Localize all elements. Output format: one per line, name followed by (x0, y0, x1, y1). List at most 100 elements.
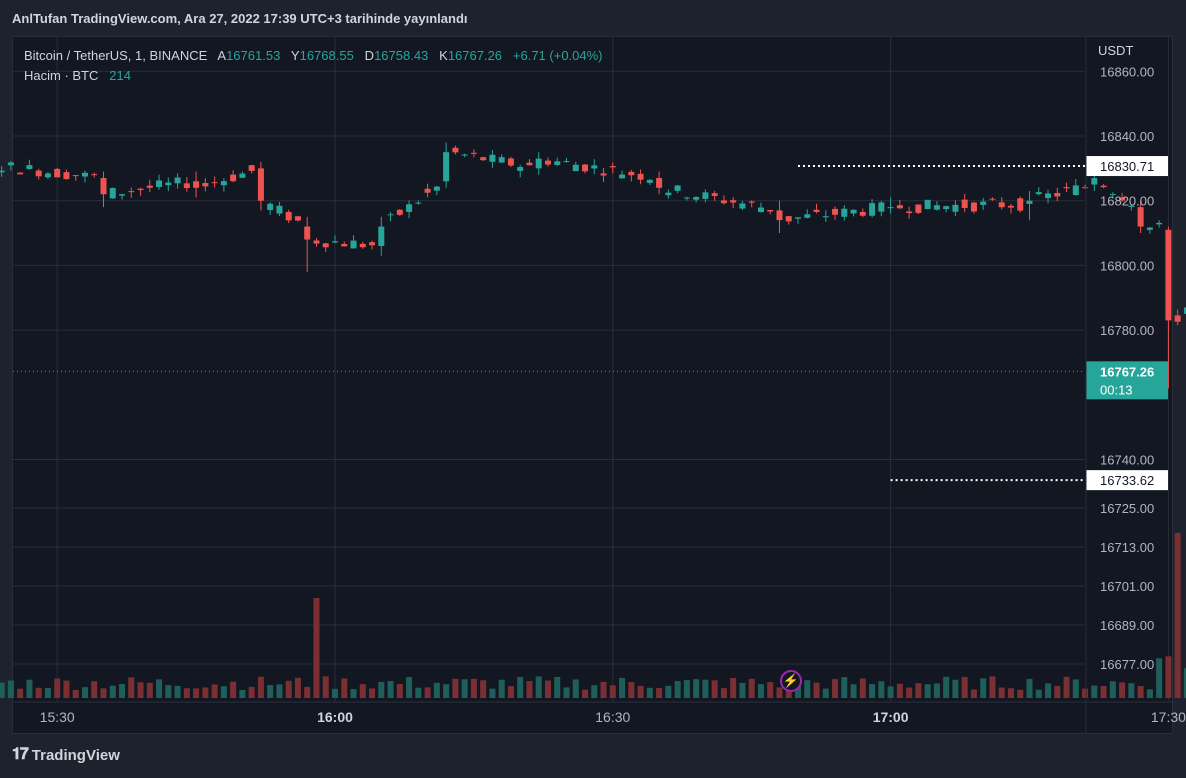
candle-body[interactable] (406, 204, 413, 212)
candle-body[interactable] (674, 185, 681, 191)
candle-body[interactable] (230, 174, 237, 182)
candle-body[interactable] (63, 172, 70, 180)
candle-body[interactable] (461, 154, 468, 156)
candle-body[interactable] (193, 181, 200, 188)
candle-body[interactable] (470, 152, 477, 154)
candle-body[interactable] (1174, 315, 1181, 322)
volume-label[interactable]: Hacim · BTC (24, 68, 99, 83)
candle-body[interactable] (294, 216, 301, 221)
candle-body[interactable] (239, 173, 246, 178)
candle-body[interactable] (859, 211, 866, 216)
candle-body[interactable] (1091, 178, 1098, 185)
candle-body[interactable] (1183, 307, 1186, 314)
candle-body[interactable] (720, 200, 727, 204)
candle-body[interactable] (0, 170, 5, 173)
candle-body[interactable] (1109, 194, 1116, 196)
candle-body[interactable] (378, 226, 385, 246)
candle-body[interactable] (683, 197, 690, 199)
candle-body[interactable] (119, 194, 126, 196)
candle-body[interactable] (359, 243, 366, 248)
candle-body[interactable] (628, 171, 635, 176)
candle-body[interactable] (156, 180, 163, 188)
candle-body[interactable] (489, 154, 496, 162)
candle-body[interactable] (44, 173, 51, 178)
candle-body[interactable] (776, 210, 783, 221)
candle-body[interactable] (1082, 187, 1089, 189)
candle-body[interactable] (137, 188, 144, 191)
candle-body[interactable] (554, 161, 561, 165)
candle-body[interactable] (850, 209, 857, 214)
candle-body[interactable] (804, 214, 811, 218)
candle-body[interactable] (961, 199, 968, 208)
candle-body[interactable] (869, 203, 876, 216)
candle-body[interactable] (767, 209, 774, 212)
candle-body[interactable] (1156, 222, 1163, 225)
candle-body[interactable] (257, 168, 264, 201)
candle-body[interactable] (183, 183, 190, 189)
candle-body[interactable] (1128, 205, 1135, 207)
candle-body[interactable] (517, 167, 524, 171)
candle-body[interactable] (26, 165, 33, 169)
candle-body[interactable] (1035, 192, 1042, 195)
candle-body[interactable] (267, 203, 274, 210)
candle-body[interactable] (924, 199, 931, 209)
candle-body[interactable] (1146, 227, 1153, 230)
candle-body[interactable] (350, 240, 357, 249)
candle-body[interactable] (637, 173, 644, 180)
candle-body[interactable] (17, 172, 24, 175)
candle-body[interactable] (313, 240, 320, 244)
candle-body[interactable] (757, 207, 764, 213)
candle-body[interactable] (739, 203, 746, 209)
candle-body[interactable] (646, 179, 653, 183)
candle-body[interactable] (785, 216, 792, 222)
candle-body[interactable] (693, 196, 700, 200)
candle-body[interactable] (1045, 193, 1052, 199)
candle-body[interactable] (906, 211, 913, 214)
candle-body[interactable] (1063, 187, 1070, 189)
candle-body[interactable] (332, 241, 338, 243)
candle-body[interactable] (220, 181, 227, 186)
candle-body[interactable] (841, 208, 848, 217)
candle-body[interactable] (443, 152, 450, 182)
candle-body[interactable] (1054, 192, 1061, 197)
candle-body[interactable] (424, 188, 431, 193)
candle-body[interactable] (1007, 205, 1014, 208)
candle-body[interactable] (526, 162, 533, 166)
candle-body[interactable] (1165, 229, 1172, 321)
candle-body[interactable] (1026, 200, 1033, 204)
candle-body[interactable] (396, 209, 403, 215)
candle-body[interactable] (128, 191, 135, 193)
candle-body[interactable] (609, 166, 616, 168)
candle-body[interactable] (711, 193, 718, 196)
candle-body[interactable] (591, 165, 598, 169)
candle-body[interactable] (285, 211, 292, 221)
candle-body[interactable] (1017, 198, 1024, 211)
candle-body[interactable] (202, 183, 209, 187)
candle-body[interactable] (619, 174, 626, 179)
candle-body[interactable] (943, 206, 950, 210)
candle-body[interactable] (980, 201, 987, 205)
candle-body[interactable] (730, 200, 737, 203)
candle-body[interactable] (572, 164, 579, 172)
candle-body[interactable] (544, 160, 551, 165)
candle-body[interactable] (174, 177, 181, 184)
candle-body[interactable] (35, 170, 42, 177)
candle-body[interactable] (387, 214, 394, 216)
candle-body[interactable] (304, 226, 311, 240)
candle-body[interactable] (535, 158, 542, 169)
candle-body[interactable] (211, 182, 218, 184)
candle-body[interactable] (813, 209, 820, 212)
candle-body[interactable] (600, 173, 607, 176)
candle-body[interactable] (1119, 197, 1126, 201)
chart-frame[interactable] (12, 36, 1173, 734)
candle-body[interactable] (665, 192, 672, 196)
candle-body[interactable] (989, 198, 996, 200)
candle-body[interactable] (415, 202, 422, 204)
candle-body[interactable] (582, 164, 589, 172)
candle-body[interactable] (146, 185, 153, 188)
candle-body[interactable] (433, 186, 440, 191)
candle-body[interactable] (81, 172, 88, 177)
candle-body[interactable] (369, 242, 376, 246)
candle-body[interactable] (100, 178, 107, 195)
